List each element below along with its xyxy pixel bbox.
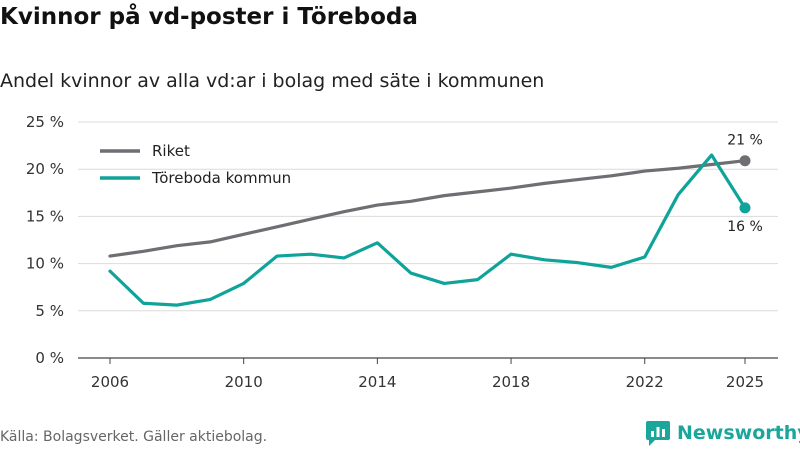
x-tick-label: 2018 bbox=[492, 373, 530, 391]
legend-label: Riket bbox=[152, 142, 190, 160]
y-tick-label: 0 % bbox=[35, 349, 64, 367]
chart-title: Kvinnor på vd-poster i Töreboda bbox=[0, 4, 418, 30]
y-tick-label: 15 % bbox=[26, 207, 64, 225]
brand-logo: Newsworthy bbox=[645, 419, 800, 447]
end-value-label: 21 % bbox=[727, 133, 763, 149]
x-tick-label: 2025 bbox=[726, 373, 764, 391]
source-note: Källa: Bolagsverket. Gäller aktiebolag. bbox=[0, 429, 268, 445]
y-tick-label: 25 % bbox=[26, 113, 64, 131]
y-tick-label: 5 % bbox=[35, 302, 64, 320]
chart-subtitle: Andel kvinnor av alla vd:ar i bolag med … bbox=[0, 70, 545, 92]
newsworthy-logo-icon bbox=[646, 421, 670, 446]
brand-name: Newsworthy bbox=[677, 422, 800, 444]
end-value-label: 16 % bbox=[727, 219, 763, 235]
y-tick-label: 20 % bbox=[26, 160, 64, 178]
x-tick-label: 2010 bbox=[225, 373, 263, 391]
x-tick-label: 2014 bbox=[358, 373, 396, 391]
end-point-riket bbox=[739, 155, 751, 167]
y-tick-label: 10 % bbox=[26, 255, 64, 273]
end-point-toreboda bbox=[739, 202, 751, 214]
series-line-toreboda bbox=[108, 153, 747, 307]
series-line-riket bbox=[108, 159, 747, 258]
x-tick-label: 2006 bbox=[91, 373, 129, 391]
legend-label: Töreboda kommun bbox=[151, 169, 291, 187]
x-tick-label: 2022 bbox=[626, 373, 664, 391]
